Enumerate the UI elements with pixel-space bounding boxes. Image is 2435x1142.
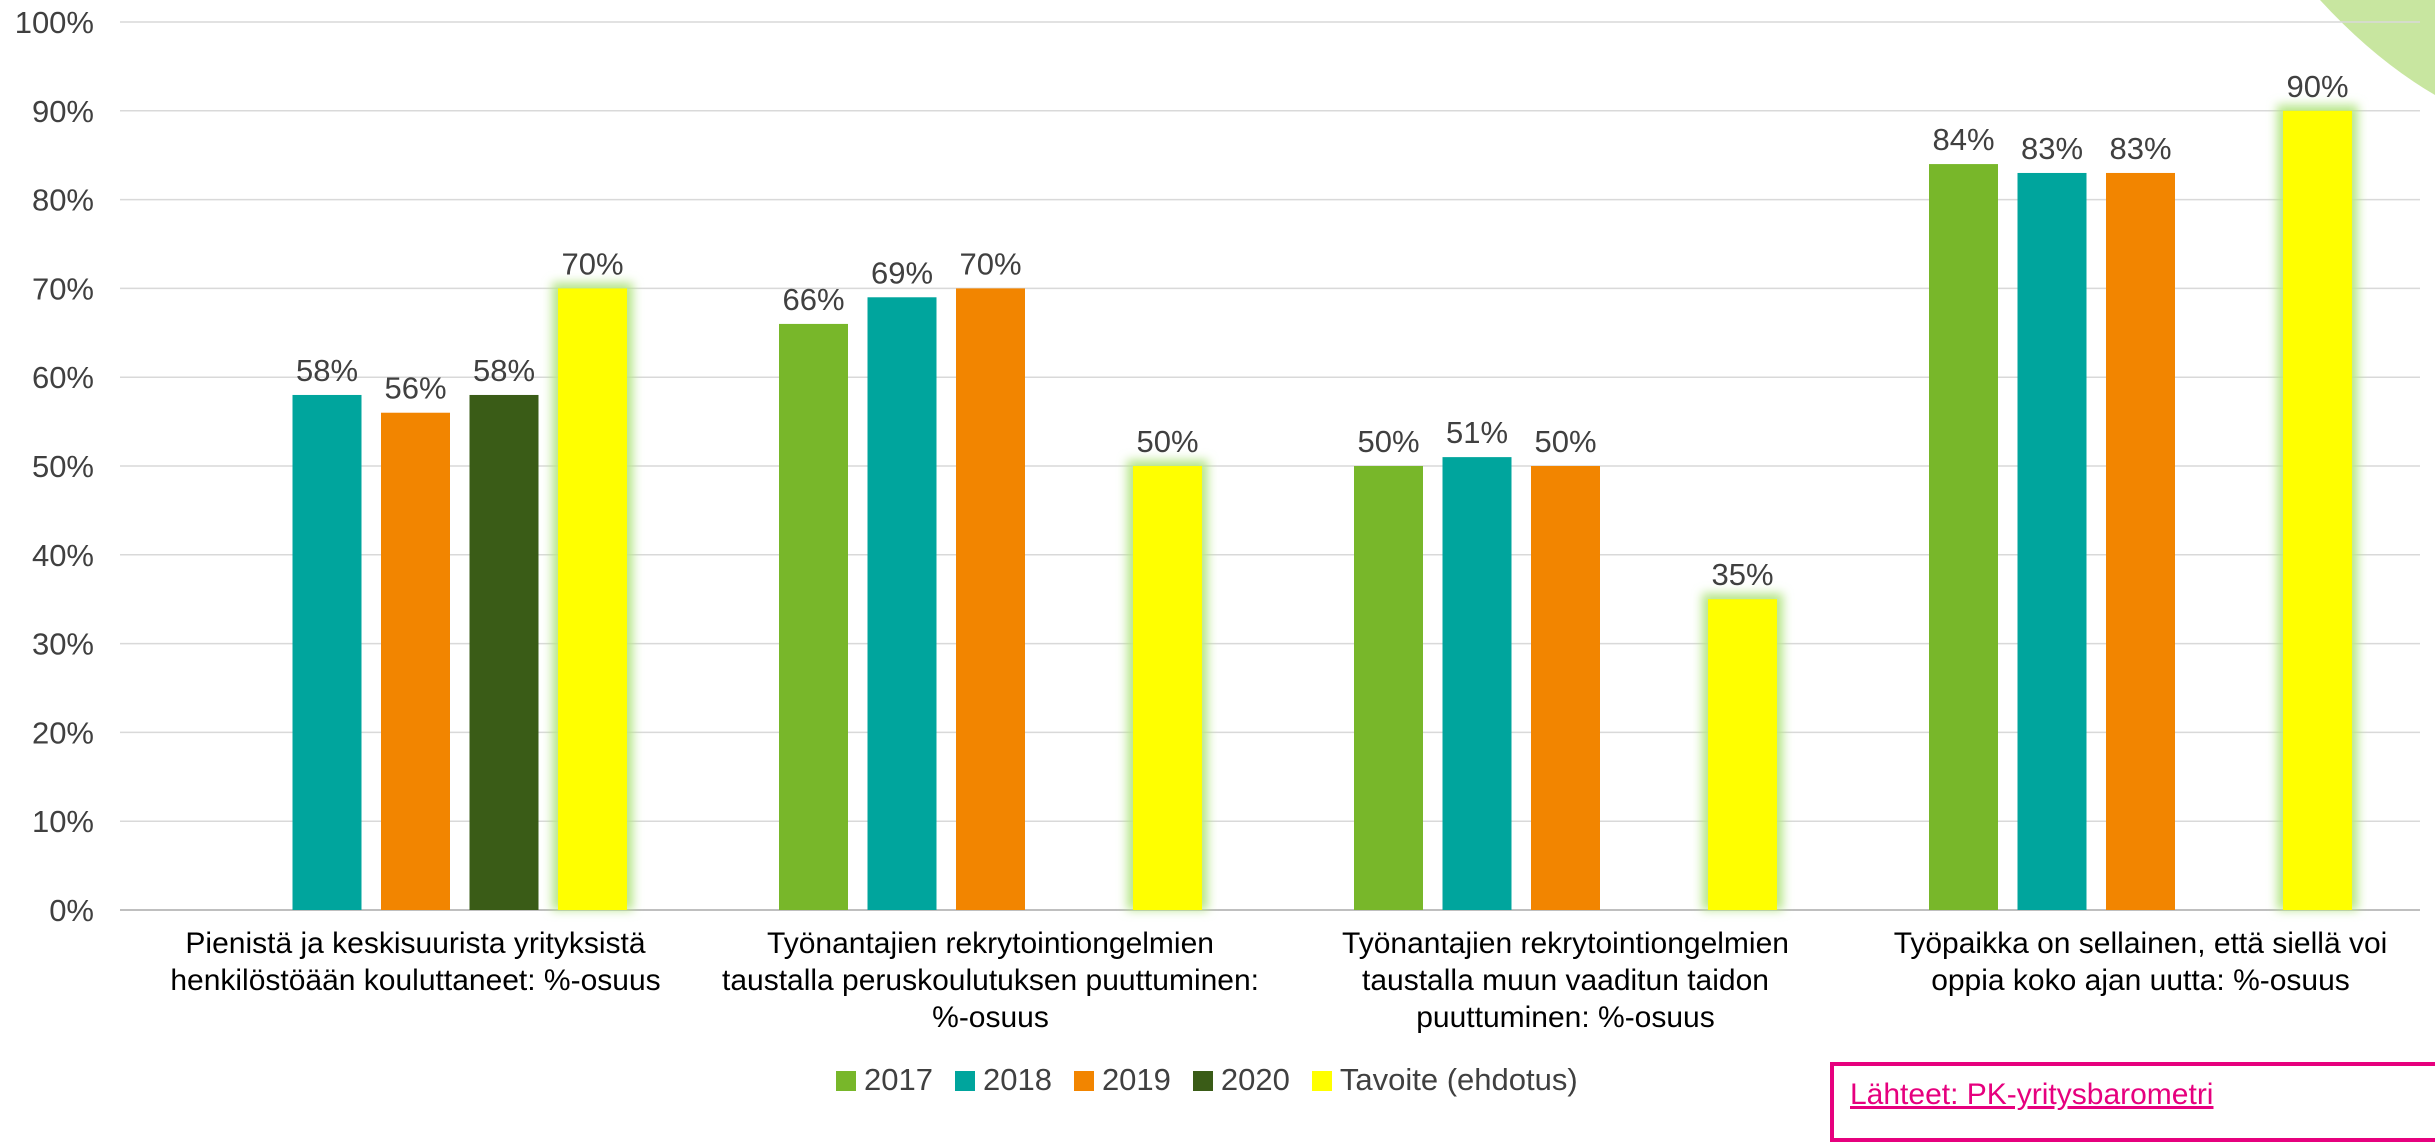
- data-label: 58%: [473, 353, 535, 388]
- bar-2019-cat3: [1531, 466, 1600, 910]
- data-label: 58%: [296, 353, 358, 388]
- legend-label: 2020: [1220, 1062, 1290, 1097]
- y-tick-label: 40%: [32, 538, 94, 573]
- y-tick-label: 0%: [49, 893, 94, 928]
- data-label: 51%: [1446, 415, 1508, 450]
- legend-item: 2019: [1073, 1062, 1171, 1098]
- data-label: 69%: [871, 255, 933, 290]
- category-label-1: Pienistä ja keskisuurista yrityksistä hen…: [126, 925, 706, 999]
- bar-2019-cat4: [2106, 172, 2175, 910]
- legend-swatch: [1192, 1071, 1213, 1091]
- bar-2019-cat1: [381, 412, 450, 910]
- category-label-2: Työnantajien rekrytointiongelmien taustal…: [701, 925, 1281, 1036]
- data-label: 83%: [2109, 131, 2171, 166]
- y-tick-label: 90%: [32, 94, 94, 129]
- bar-2020-cat1: [469, 394, 539, 911]
- source-text[interactable]: Lähteet: PK-yritysbarometri: [1850, 1078, 2214, 1111]
- category-label-line: Pienistä ja keskisuurista yrityksistä: [185, 927, 646, 960]
- category-label-line: taustalla muun vaaditun taidon: [1362, 964, 1769, 997]
- category-label-line: henkilöstöään kouluttaneet: %-osuus: [170, 964, 661, 997]
- y-tick-label: 50%: [32, 449, 94, 484]
- data-label: 66%: [782, 282, 844, 317]
- y-tick-label: 80%: [32, 183, 94, 218]
- category-label-line: oppia koko ajan uutta: %-osuus: [1931, 964, 2350, 997]
- y-tick-label: 70%: [32, 271, 94, 306]
- legend-label: 2017: [864, 1062, 933, 1097]
- bar-tavoite-cat4: [2283, 110, 2352, 911]
- data-label: 50%: [1357, 424, 1419, 459]
- legend-item: Tavoite (ehdotus): [1311, 1062, 1578, 1098]
- bars: [292, 104, 2358, 911]
- y-tick-label: 30%: [32, 627, 94, 662]
- legend-swatch: [1311, 1071, 1332, 1091]
- bar-tavoite-cat3: [1708, 599, 1777, 910]
- y-tick-label: 10%: [32, 804, 94, 839]
- legend-swatch: [954, 1071, 975, 1091]
- source-box: Lähteet: PK-yritysbarometri: [1830, 1062, 2435, 1142]
- bar-2017-cat3: [1354, 466, 1423, 910]
- data-label: 70%: [959, 246, 1021, 281]
- category-label-line: puuttuminen: %-osuus: [1416, 1001, 1715, 1034]
- y-tick-label: 20%: [32, 715, 94, 750]
- legend-label: Tavoite (ehdotus): [1339, 1062, 1578, 1097]
- bar-tavoite-cat1: [558, 288, 627, 910]
- category-label-line: Työnantajien rekrytointiongelmien: [767, 927, 1214, 960]
- bar-2017-cat4: [1929, 164, 1998, 910]
- bar-2018-cat4: [2017, 172, 2087, 910]
- bar-2018-cat1: [292, 394, 362, 911]
- bar-2018-cat3: [1442, 457, 1512, 910]
- category-label-4: Työpaikka on sellainen, että siellä voi o…: [1851, 925, 2431, 999]
- legend-swatch: [836, 1071, 856, 1091]
- y-axis-ticks: 0% 10% 20% 30% 40% 50% 60% 70% 80% 90% 100%: [15, 5, 94, 928]
- data-label: 84%: [1932, 122, 1994, 157]
- data-label: 90%: [2286, 69, 2348, 104]
- data-labels: 58% 56% 58% 70% 66% 69% 70% 50% 50% 51% 50% 35% 84% 8…: [296, 69, 2349, 592]
- data-label: 50%: [1534, 424, 1596, 459]
- legend-swatch: [1073, 1071, 1094, 1091]
- data-label: 35%: [1711, 557, 1773, 592]
- bar-tavoite-cat2: [1133, 466, 1202, 910]
- chart: 0% 10% 20% 30% 40% 50% 60% 70% 80% 90% 100% 58% 56%…: [15, 0, 2435, 928]
- legend-label: 2018: [982, 1062, 1052, 1097]
- category-label-3: Työnantajien rekrytointiongelmien taustal…: [1276, 925, 1856, 1036]
- legend-item: 2017: [836, 1062, 933, 1098]
- data-label: 50%: [1136, 424, 1198, 459]
- legend-label: 2019: [1101, 1062, 1171, 1097]
- data-label: 56%: [384, 371, 446, 406]
- category-label-line: taustalla peruskoulutuksen puuttuminen:: [721, 964, 1259, 997]
- legend-item: 2018: [954, 1062, 1052, 1098]
- y-tick-label: 100%: [15, 5, 94, 40]
- legend-item: 2020: [1192, 1062, 1290, 1098]
- category-label-line: Työnantajien rekrytointiongelmien: [1342, 927, 1789, 960]
- category-label-line: Työpaikka on sellainen, että siellä voi: [1893, 927, 2388, 960]
- bar-2018-cat2: [867, 297, 937, 910]
- corner-decoration: [2320, 0, 2435, 95]
- data-label: 70%: [561, 246, 623, 281]
- bar-2019-cat2: [956, 288, 1025, 910]
- category-label-line: %-osuus: [932, 1001, 1049, 1034]
- data-label: 83%: [2021, 131, 2083, 166]
- bar-2017-cat2: [779, 323, 848, 910]
- y-tick-label: 60%: [32, 360, 94, 395]
